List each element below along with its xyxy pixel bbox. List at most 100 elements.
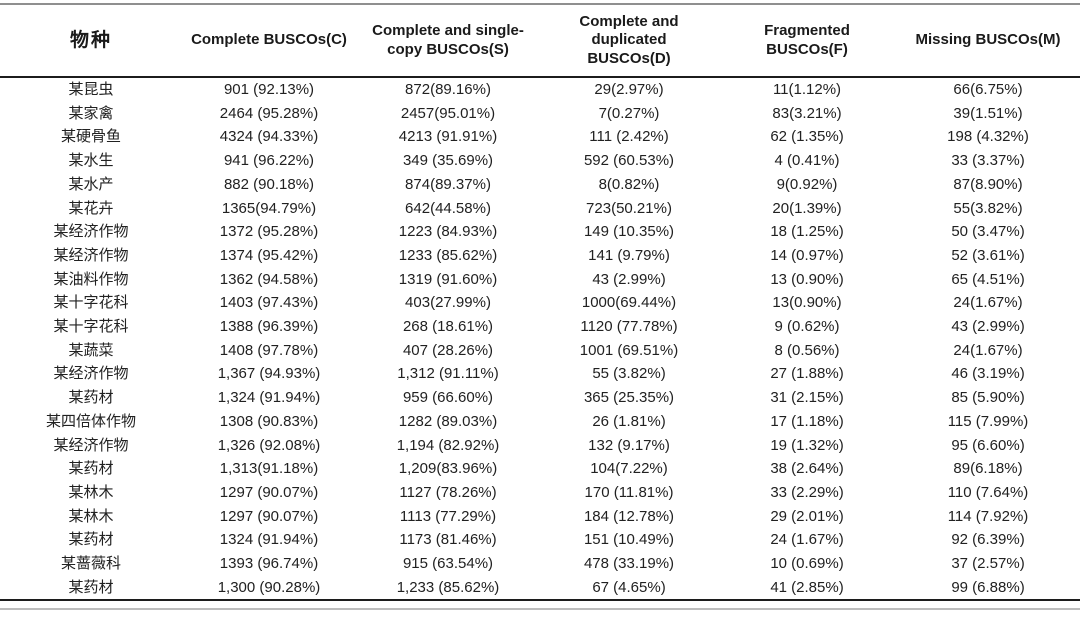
table-row: 某花卉 1365(94.79%) 642(44.58%) 723(50.21%)… — [0, 197, 1080, 221]
cell-complete: 882 (90.18%) — [223, 175, 315, 193]
cell-single-copy: 407 (28.26%) — [402, 341, 494, 359]
cell-fragmented: 19 (1.32%) — [770, 436, 844, 454]
cell-fragmented: 4 (0.41%) — [774, 152, 840, 170]
cell-species: 某蔬菜 — [68, 341, 114, 359]
cell-complete: 941 (96.22%) — [223, 152, 315, 170]
cell-complete: 2464 (95.28%) — [219, 104, 319, 122]
column-header-single-copy: Complete and single-copy BUSCOs(S) — [356, 4, 540, 78]
cell-complete: 1393 (96.74%) — [219, 555, 319, 573]
cell-missing: 55(3.82%) — [953, 199, 1023, 217]
cell-complete: 1374 (95.42%) — [219, 246, 319, 264]
cell-missing: 110 (7.64%) — [947, 483, 1029, 501]
cell-complete: 1,326 (92.08%) — [217, 436, 321, 454]
table-row: 某蔷薇科 1393 (96.74%) 915 (63.54%) 478 (33.… — [0, 552, 1080, 576]
table-row: 某十字花科 1388 (96.39%) 268 (18.61%) 1120 (7… — [0, 315, 1080, 339]
cell-missing: 52 (3.61%) — [951, 246, 1025, 264]
cell-single-copy: 1173 (81.46%) — [399, 531, 497, 549]
cell-species: 某林木 — [68, 507, 114, 525]
cell-missing: 92 (6.39%) — [951, 531, 1025, 549]
cell-complete: 1324 (91.94%) — [219, 531, 319, 549]
cell-fragmented: 38 (2.64%) — [770, 460, 844, 478]
table-row: 某药材 1,313(91.18%) 1,209(83.96%) 104(7.22… — [0, 457, 1080, 481]
table-row: 某经济作物 1,326 (92.08%) 1,194 (82.92%) 132 … — [0, 434, 1080, 458]
cell-missing: 66(6.75%) — [953, 81, 1023, 98]
table-row: 某经济作物 1,367 (94.93%) 1,312 (91.11%) 55 (… — [0, 362, 1080, 386]
cell-missing: 24(1.67%) — [953, 341, 1023, 359]
cell-duplicated: 149 (10.35%) — [583, 223, 675, 241]
table-row: 某林木 1297 (90.07%) 1127 (78.26%) 170 (11.… — [0, 481, 1080, 505]
cell-fragmented: 13 (0.90%) — [770, 270, 844, 288]
cell-fragmented: 31 (2.15%) — [770, 389, 844, 407]
cell-missing: 33 (3.37%) — [951, 152, 1025, 170]
cell-duplicated: 141 (9.79%) — [588, 246, 670, 264]
cell-complete: 1,300 (90.28%) — [217, 578, 321, 596]
table-row: 某水生 941 (96.22%) 349 (35.69%) 592 (60.53… — [0, 149, 1080, 173]
cell-single-copy: 268 (18.61%) — [402, 318, 494, 336]
table-row: 某硬骨鱼 4324 (94.33%) 4213 (91.91%) 111 (2.… — [0, 125, 1080, 149]
cell-complete: 1403 (97.43%) — [219, 294, 319, 312]
cell-species: 某花卉 — [68, 199, 114, 217]
table-row: 某经济作物 1372 (95.28%) 1223 (84.93%) 149 (1… — [0, 220, 1080, 244]
cell-missing: 114 (7.92%) — [947, 507, 1029, 525]
table-row: 某家禽 2464 (95.28%) 2457(95.01%) 7(0.27%) … — [0, 102, 1080, 126]
cell-duplicated: 7(0.27%) — [598, 104, 660, 122]
cell-duplicated: 111 (2.42%) — [589, 128, 669, 146]
cell-fragmented: 14 (0.97%) — [770, 246, 844, 264]
cell-missing: 65 (4.51%) — [951, 270, 1025, 288]
cell-species: 某水产 — [68, 175, 114, 193]
cell-single-copy: 1319 (91.60%) — [398, 270, 498, 288]
cell-fragmented: 10 (0.69%) — [770, 555, 844, 573]
cell-single-copy: 642(44.58%) — [405, 199, 491, 217]
cell-single-copy: 1,233 (85.62%) — [396, 578, 500, 596]
table-row: 某水产 882 (90.18%) 874(89.37%) 8(0.82%) 9(… — [0, 173, 1080, 197]
table-row: 某四倍体作物 1308 (90.83%) 1282 (89.03%) 26 (1… — [0, 410, 1080, 434]
table-row: 某药材 1,300 (90.28%) 1,233 (85.62%) 67 (4.… — [0, 576, 1080, 601]
cell-complete: 1308 (90.83%) — [219, 412, 319, 430]
cell-complete: 4324 (94.33%) — [219, 128, 319, 146]
cell-duplicated: 67 (4.65%) — [592, 578, 666, 596]
cell-duplicated: 29(2.97%) — [594, 81, 664, 98]
cell-fragmented: 17 (1.18%) — [770, 412, 844, 430]
cell-fragmented: 33 (2.29%) — [770, 483, 844, 501]
table-row: 某药材 1,324 (91.94%) 959 (66.60%) 365 (25.… — [0, 386, 1080, 410]
cell-fragmented: 18 (1.25%) — [770, 223, 844, 241]
cell-single-copy: 1223 (84.93%) — [398, 223, 498, 241]
cell-species: 某四倍体作物 — [45, 412, 136, 430]
cell-complete: 1297 (90.07%) — [219, 507, 319, 525]
cell-complete: 1,313(91.18%) — [219, 460, 319, 478]
cell-duplicated: 1001 (69.51%) — [579, 341, 679, 359]
cell-complete: 1362 (94.58%) — [219, 270, 319, 288]
cell-species: 某家禽 — [68, 104, 114, 122]
cell-duplicated: 723(50.21%) — [586, 199, 672, 217]
cell-fragmented: 13(0.90%) — [772, 294, 842, 312]
cell-missing: 85 (5.90%) — [951, 389, 1025, 407]
cell-missing: 95 (6.60%) — [951, 436, 1025, 454]
cell-fragmented: 29 (2.01%) — [770, 507, 844, 525]
cell-missing: 198 (4.32%) — [947, 128, 1029, 146]
cell-fragmented: 83(3.21%) — [772, 104, 842, 122]
cell-species: 某硬骨鱼 — [60, 128, 121, 146]
cell-species: 某十字花科 — [53, 318, 129, 336]
cell-species: 某经济作物 — [53, 365, 129, 383]
cell-fragmented: 62 (1.35%) — [770, 128, 844, 146]
table-row: 某蔬菜 1408 (97.78%) 407 (28.26%) 1001 (69.… — [0, 339, 1080, 363]
bottom-shadow-rule — [0, 608, 1080, 611]
cell-fragmented: 41 (2.85%) — [770, 578, 844, 596]
cell-species: 某蔷薇科 — [60, 555, 121, 573]
cell-species: 某十字花科 — [53, 294, 129, 312]
cell-missing: 50 (3.47%) — [951, 223, 1025, 241]
column-header-fragmented: Fragmented BUSCOs(F) — [718, 4, 896, 78]
table-row: 某林木 1297 (90.07%) 1113 (77.29%) 184 (12.… — [0, 505, 1080, 529]
cell-complete: 1388 (96.39%) — [219, 318, 319, 336]
cell-missing: 43 (2.99%) — [951, 318, 1025, 336]
cell-single-copy: 1233 (85.62%) — [398, 246, 498, 264]
cell-species: 某水生 — [68, 152, 114, 170]
table-row: 某昆虫 901 (92.13%) 872(89.16%) 29(2.97%) 1… — [0, 77, 1080, 102]
cell-fragmented: 20(1.39%) — [772, 199, 842, 217]
cell-single-copy: 1113 (77.29%) — [399, 507, 497, 525]
cell-complete: 1297 (90.07%) — [219, 483, 319, 501]
cell-duplicated: 55 (3.82%) — [592, 365, 666, 383]
cell-duplicated: 592 (60.53%) — [583, 152, 675, 170]
cell-fragmented: 9(0.92%) — [776, 175, 838, 193]
